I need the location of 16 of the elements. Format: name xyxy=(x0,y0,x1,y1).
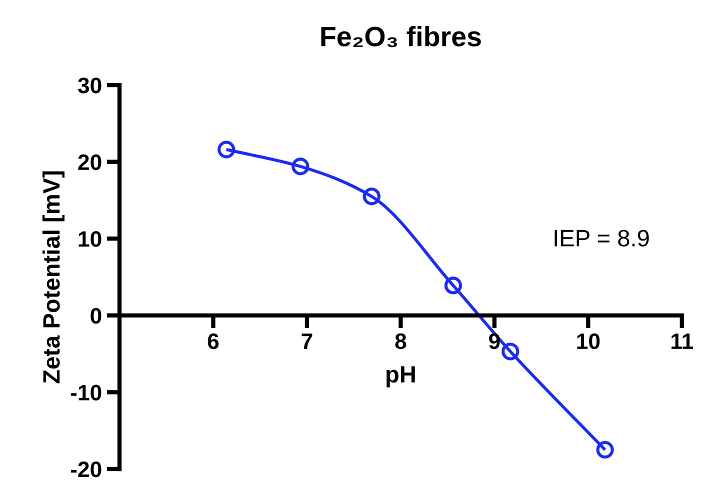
y-tick-label: 30 xyxy=(78,78,102,94)
x-tick-label: 10 xyxy=(577,333,600,350)
y-tick-label: 10 xyxy=(78,231,102,247)
x-tick-label: 11 xyxy=(672,334,694,349)
x-tick-label: 6 xyxy=(208,333,219,350)
x-tick-label: 8 xyxy=(395,333,406,350)
y-tick-label: -10 xyxy=(70,384,102,400)
y-tick-label: 0 xyxy=(90,308,102,324)
y-axis-title: Zeta Potential [mV] xyxy=(42,171,64,384)
annotation: IEP = 8.9 xyxy=(554,230,649,247)
x-tick-label: 7 xyxy=(302,334,312,349)
chart-title: Fe₂O₃ fibres xyxy=(321,26,481,48)
y-tick-label: 20 xyxy=(78,154,102,170)
x-axis-title: pH xyxy=(386,366,415,388)
y-tick-label: -20 xyxy=(70,462,102,478)
x-tick-label: 9 xyxy=(489,333,500,350)
